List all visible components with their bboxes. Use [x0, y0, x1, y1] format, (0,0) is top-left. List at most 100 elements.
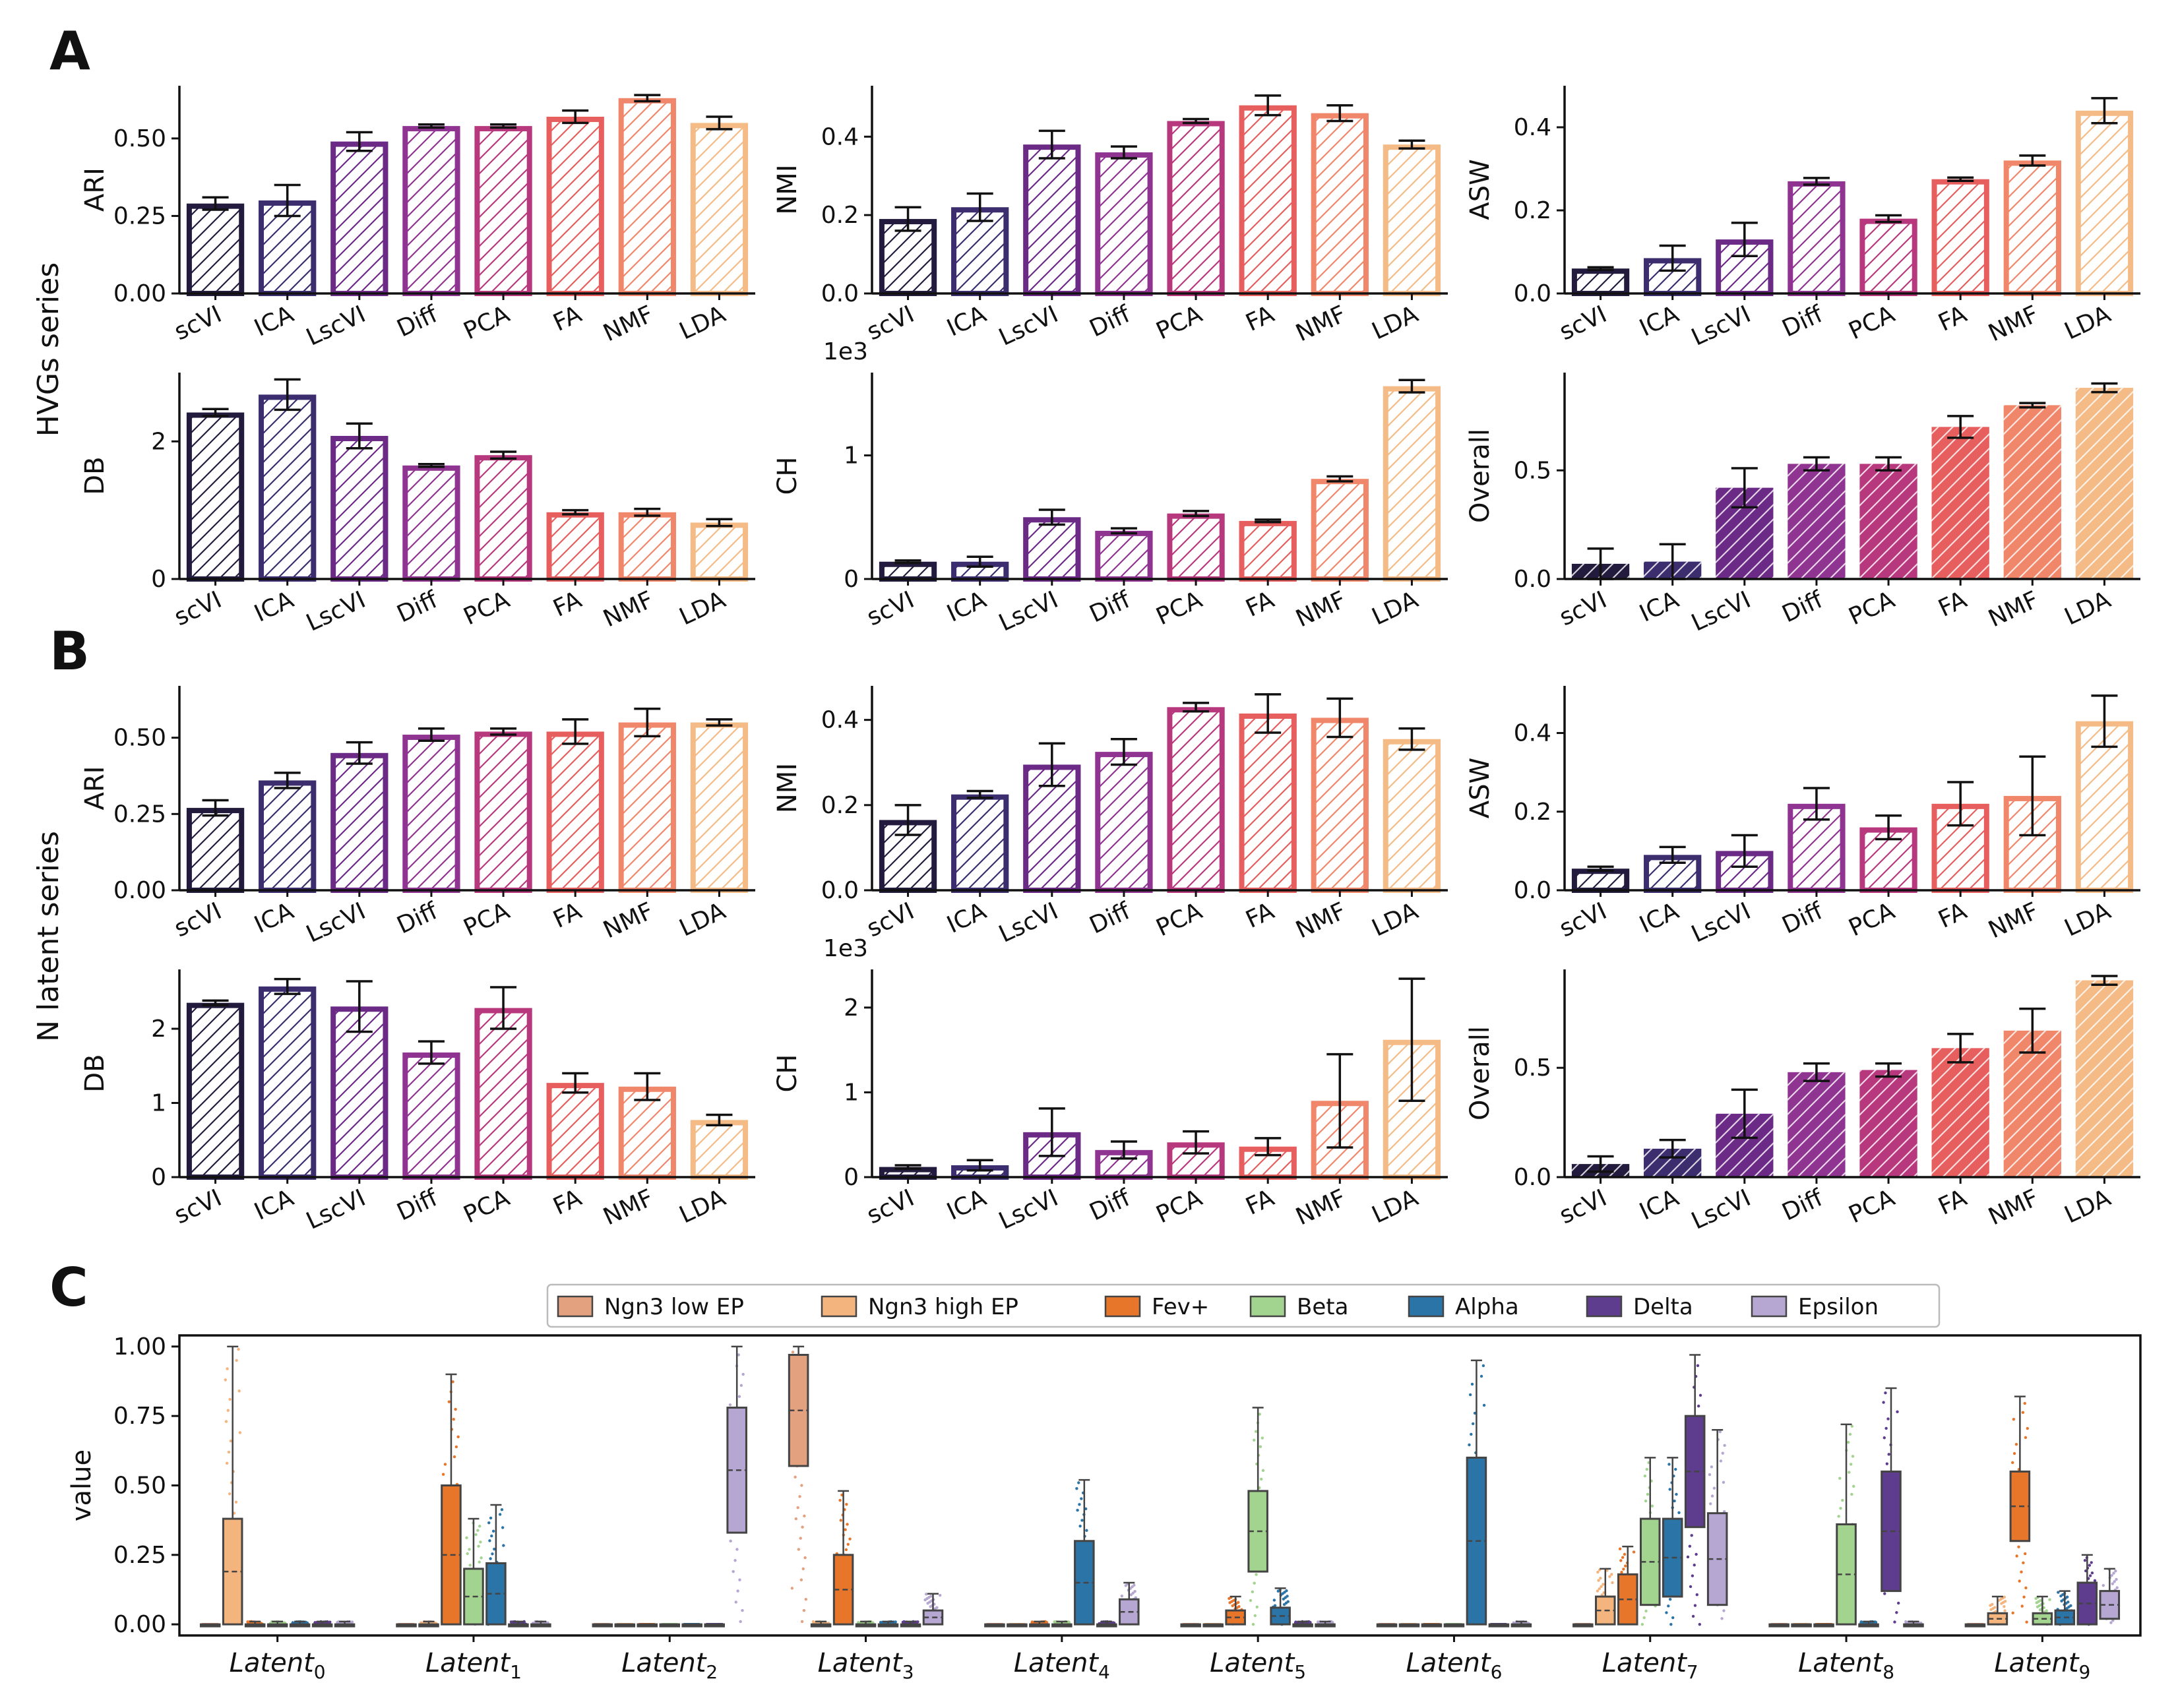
- x-tick-label: Diff: [1778, 897, 1828, 939]
- x-tick-label: PCA: [1152, 301, 1206, 346]
- bar: [1311, 113, 1369, 297]
- bar: [1931, 179, 1989, 296]
- scatter-point: [1258, 1413, 1261, 1416]
- bar-hatch: [1859, 1070, 1917, 1177]
- scatter-point: [465, 1536, 468, 1540]
- bar: [330, 435, 389, 582]
- scatter-point: [1841, 1498, 1844, 1502]
- scatter-point: [799, 1537, 802, 1540]
- scatter-point: [2111, 1582, 2115, 1585]
- x-tick-label: Diff: [393, 586, 443, 628]
- scatter-point: [1887, 1453, 1890, 1456]
- scatter-point: [1253, 1438, 1256, 1442]
- x-tick-label: Latent0: [230, 1648, 326, 1683]
- scatter-point: [2090, 1561, 2093, 1564]
- scatter-point: [2020, 1604, 2024, 1608]
- y-tick-label: 0.75: [113, 1403, 166, 1430]
- scatter-point: [2023, 1401, 2026, 1405]
- y-tick-label: 0.5: [1514, 1054, 1551, 1082]
- x-tick-label: FA: [1935, 898, 1972, 934]
- scatter-point: [1228, 1601, 1231, 1604]
- y-axis-label: DB: [80, 456, 110, 495]
- scatter-point: [489, 1516, 493, 1520]
- x-tick-label: Diff: [1086, 897, 1135, 939]
- bar: [2075, 110, 2134, 297]
- scatter-point: [237, 1347, 240, 1351]
- x-tick-label: PCA: [460, 898, 514, 942]
- scatter-point: [2057, 1591, 2060, 1594]
- x-tick-label: PCA: [1845, 1184, 1899, 1229]
- scatter-point: [728, 1403, 732, 1407]
- scatter-point: [228, 1492, 232, 1496]
- scatter-point: [489, 1557, 492, 1560]
- scatter-point: [447, 1400, 451, 1403]
- scatter-point: [1471, 1422, 1475, 1426]
- x-tick-label: LDA: [675, 586, 730, 631]
- scatter-point: [2015, 1554, 2018, 1558]
- bar: [474, 455, 532, 582]
- scatter-point: [739, 1620, 742, 1624]
- scatter-point: [848, 1537, 852, 1540]
- y-tick-label: 0: [151, 566, 166, 593]
- scatter-point: [1884, 1391, 1887, 1395]
- bar: [1571, 869, 1630, 894]
- scatter-point: [2011, 1611, 2014, 1615]
- scatter-point: [2012, 1418, 2016, 1421]
- bar: [1095, 530, 1153, 582]
- scatter-point: [1251, 1622, 1255, 1626]
- scatter-point: [2017, 1545, 2020, 1548]
- scatter-point: [1668, 1598, 1672, 1601]
- scatter-point: [1709, 1502, 1712, 1506]
- scatter-point: [477, 1544, 480, 1548]
- scatter-point: [1124, 1584, 1127, 1587]
- x-tick-label: LscVI: [302, 301, 369, 351]
- x-tick-label: scVI: [863, 898, 918, 942]
- scatter-point: [729, 1539, 732, 1542]
- scatter-point: [1677, 1511, 1681, 1514]
- scatter-point: [1077, 1481, 1080, 1484]
- scatter-point: [1696, 1364, 1700, 1368]
- y-tick-label: 0.00: [113, 280, 166, 307]
- scatter-point: [1850, 1424, 1854, 1428]
- bar-chart-a-asw: scVI ICA LscVI Diff PCA FA NMF LDA 0.0 0.2 0.4 ASW: [1465, 86, 2140, 351]
- scatter-point: [1597, 1579, 1600, 1582]
- scatter-point: [1644, 1499, 1648, 1503]
- scatter-point: [2115, 1577, 2118, 1581]
- scatter-point: [454, 1445, 458, 1449]
- scatter-point: [741, 1372, 745, 1376]
- bar: [2003, 160, 2061, 296]
- scatter-point: [793, 1475, 797, 1479]
- scatter-point: [1882, 1401, 1885, 1404]
- x-tick-label: LDA: [2061, 586, 2115, 631]
- scatter-point: [1710, 1494, 1714, 1498]
- x-tick-subscript: 0: [314, 1661, 326, 1683]
- scatter-point: [790, 1587, 794, 1590]
- scatter-point: [1673, 1499, 1676, 1503]
- bar: [1023, 517, 1081, 582]
- scatter-point: [1650, 1504, 1654, 1508]
- scatter-point: [1596, 1570, 1600, 1574]
- scatter-point: [1690, 1534, 1693, 1537]
- x-tick-label: NMF: [599, 586, 658, 632]
- y-tick-label: 0.4: [821, 707, 859, 734]
- scatter-point: [734, 1601, 737, 1604]
- scatter-point: [1719, 1459, 1723, 1463]
- legend-swatch: [1751, 1295, 1788, 1318]
- x-tick-label: LscVI: [1687, 586, 1755, 637]
- scatter-point: [1886, 1417, 1890, 1420]
- bar: [1383, 144, 1441, 296]
- scatter-point: [1839, 1507, 1842, 1510]
- scatter-point: [1718, 1430, 1722, 1434]
- scatter-point: [1620, 1570, 1623, 1574]
- x-tick-label: scVI: [863, 301, 918, 346]
- y-tick-label: 0: [151, 1164, 166, 1191]
- bar: [1311, 717, 1369, 893]
- scatter-point: [1686, 1555, 1690, 1559]
- x-tick-label: LscVI: [995, 1184, 1062, 1235]
- bar: [474, 731, 532, 893]
- scatter-point: [737, 1395, 741, 1398]
- x-tick-label: NMF: [1984, 898, 2043, 944]
- scatter-point: [1611, 1581, 1614, 1585]
- scatter-point: [2101, 1583, 2105, 1587]
- scatter-point: [737, 1353, 740, 1357]
